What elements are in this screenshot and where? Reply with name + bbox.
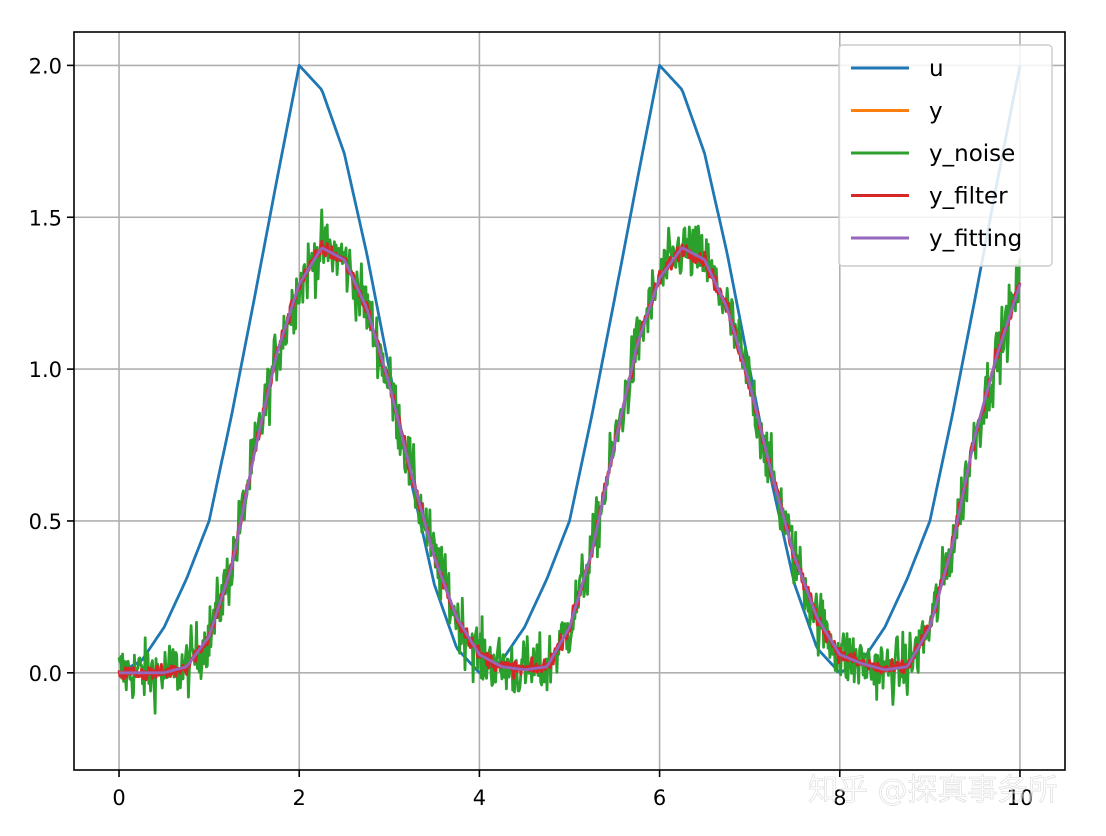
legend-label-y-filter: y_filter: [929, 184, 1008, 210]
legend: uy y_noise y_filter y_fitting: [838, 44, 1053, 267]
y-tick-label: 1.0: [29, 358, 62, 382]
x-axis: 0 2 4 6 8 10: [112, 770, 1033, 810]
series-layer: [117, 64, 1022, 715]
x-tick-label: 2: [293, 786, 306, 810]
x-tick-label: 8: [833, 786, 846, 810]
watermark: 知乎 @探真事务所: [808, 773, 1058, 808]
x-tick-label: 4: [473, 786, 486, 810]
legend-box: [838, 44, 1053, 267]
legend-label-u: u: [929, 56, 944, 82]
x-tick-label: 10: [1007, 786, 1034, 810]
x-tick-label: 0: [112, 786, 125, 810]
legend-label-y-fitting: y_fitting: [929, 226, 1022, 252]
series-line-y-fitting: [119, 246, 1022, 675]
y-axis: 0.0 0.5 1.0 1.5 2.0: [29, 54, 74, 686]
legend-label-y: y: [929, 99, 943, 125]
plot-frame: [73, 31, 1066, 771]
y-tick-label: 0.5: [29, 510, 62, 534]
y-tick-label: 2.0: [29, 54, 62, 78]
legend-label-y-noise: y_noise: [929, 141, 1015, 167]
y-tick-label: 0.0: [29, 662, 62, 686]
x-tick-label: 6: [653, 786, 666, 810]
y-tick-label: 1.5: [29, 206, 62, 230]
